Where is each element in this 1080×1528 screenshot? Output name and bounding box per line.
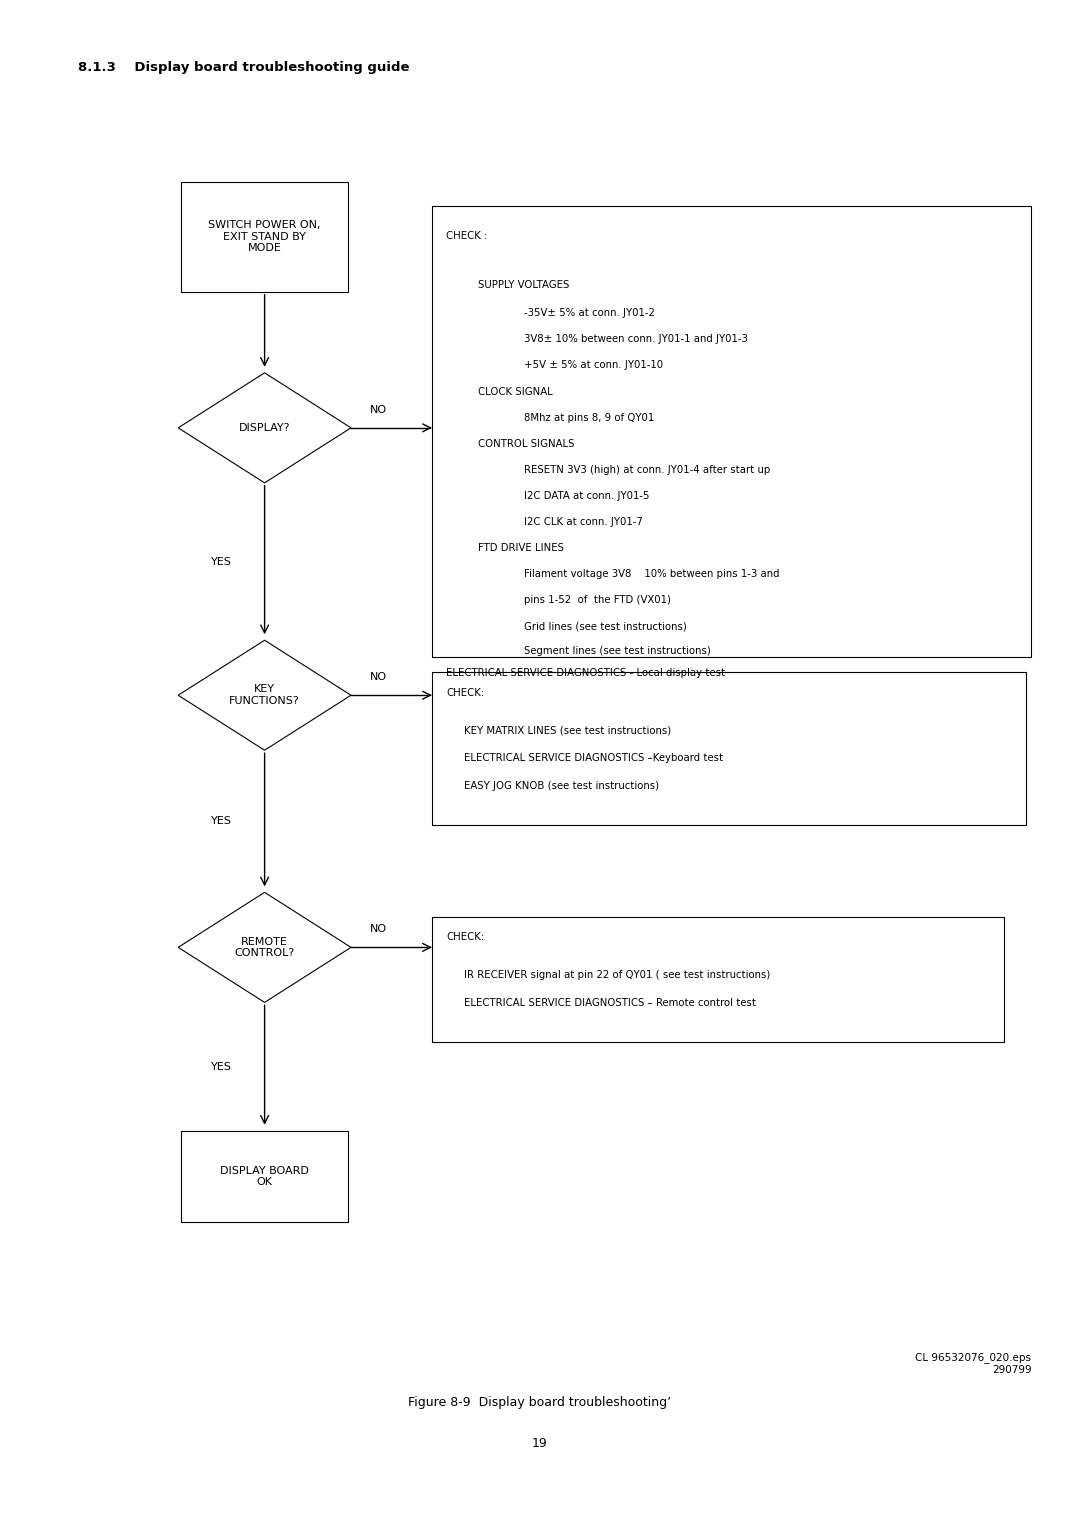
Text: RESETN 3V3 (high) at conn. JY01-4 after start up: RESETN 3V3 (high) at conn. JY01-4 after … <box>524 465 770 475</box>
Text: ELECTRICAL SERVICE DIAGNOSTICS – Remote control test: ELECTRICAL SERVICE DIAGNOSTICS – Remote … <box>464 998 756 1008</box>
Text: YES: YES <box>211 1062 232 1071</box>
Text: CL 96532076_020.eps
290799: CL 96532076_020.eps 290799 <box>916 1352 1031 1375</box>
Text: ELECTRICAL SERVICE DIAGNOSTICS - Local display test: ELECTRICAL SERVICE DIAGNOSTICS - Local d… <box>446 668 725 678</box>
Text: YES: YES <box>211 556 232 567</box>
Polygon shape <box>178 373 351 483</box>
FancyBboxPatch shape <box>432 917 1004 1042</box>
Text: 19: 19 <box>532 1438 548 1450</box>
Text: EASY JOG KNOB (see test instructions): EASY JOG KNOB (see test instructions) <box>464 781 660 792</box>
Text: ELECTRICAL SERVICE DIAGNOSTICS –Keyboard test: ELECTRICAL SERVICE DIAGNOSTICS –Keyboard… <box>464 753 724 764</box>
Text: SWITCH POWER ON,
EXIT STAND BY
MODE: SWITCH POWER ON, EXIT STAND BY MODE <box>208 220 321 254</box>
Text: 3V8± 10% between conn. JY01-1 and JY01-3: 3V8± 10% between conn. JY01-1 and JY01-3 <box>524 333 747 344</box>
Text: I2C DATA at conn. JY01-5: I2C DATA at conn. JY01-5 <box>524 490 649 501</box>
Text: DISPLAY BOARD
OK: DISPLAY BOARD OK <box>220 1166 309 1187</box>
Text: 8Mhz at pins 8, 9 of QY01: 8Mhz at pins 8, 9 of QY01 <box>524 413 654 423</box>
Text: Segment lines (see test instructions): Segment lines (see test instructions) <box>524 645 711 656</box>
Polygon shape <box>178 892 351 1002</box>
Text: CHECK:: CHECK: <box>446 932 484 943</box>
Text: DISPLAY?: DISPLAY? <box>239 423 291 432</box>
Text: I2C CLK at conn. JY01-7: I2C CLK at conn. JY01-7 <box>524 516 643 527</box>
Polygon shape <box>178 640 351 750</box>
Text: CHECK :: CHECK : <box>446 231 487 241</box>
Text: KEY
FUNCTIONS?: KEY FUNCTIONS? <box>229 685 300 706</box>
Text: -35V± 5% at conn. JY01-2: -35V± 5% at conn. JY01-2 <box>524 307 654 318</box>
Text: NO: NO <box>369 405 387 414</box>
Text: REMOTE
CONTROL?: REMOTE CONTROL? <box>234 937 295 958</box>
FancyBboxPatch shape <box>180 1131 348 1222</box>
Text: CHECK:: CHECK: <box>446 688 484 698</box>
Text: NO: NO <box>369 672 387 681</box>
Text: Grid lines (see test instructions): Grid lines (see test instructions) <box>524 620 687 631</box>
Text: Filament voltage 3V8    10% between pins 1-3 and: Filament voltage 3V8 10% between pins 1-… <box>524 568 780 579</box>
Text: CONTROL SIGNALS: CONTROL SIGNALS <box>478 439 575 449</box>
Text: Figure 8-9  Display board troubleshooting’: Figure 8-9 Display board troubleshooting… <box>408 1397 672 1409</box>
Text: +5V ± 5% at conn. JY01-10: +5V ± 5% at conn. JY01-10 <box>524 359 663 370</box>
FancyBboxPatch shape <box>180 182 348 292</box>
FancyBboxPatch shape <box>432 206 1031 657</box>
Text: KEY MATRIX LINES (see test instructions): KEY MATRIX LINES (see test instructions) <box>464 726 672 736</box>
FancyBboxPatch shape <box>432 672 1026 825</box>
Text: YES: YES <box>211 816 232 827</box>
Text: SUPPLY VOLTAGES: SUPPLY VOLTAGES <box>478 280 570 290</box>
Text: pins 1-52  of  the FTD (VX01): pins 1-52 of the FTD (VX01) <box>524 594 671 605</box>
Text: NO: NO <box>369 924 387 934</box>
Text: IR RECEIVER signal at pin 22 of QY01 ( see test instructions): IR RECEIVER signal at pin 22 of QY01 ( s… <box>464 970 771 981</box>
Text: 8.1.3    Display board troubleshooting guide: 8.1.3 Display board troubleshooting guid… <box>78 61 409 75</box>
Text: FTD DRIVE LINES: FTD DRIVE LINES <box>478 542 565 553</box>
Text: CLOCK SIGNAL: CLOCK SIGNAL <box>478 387 553 397</box>
